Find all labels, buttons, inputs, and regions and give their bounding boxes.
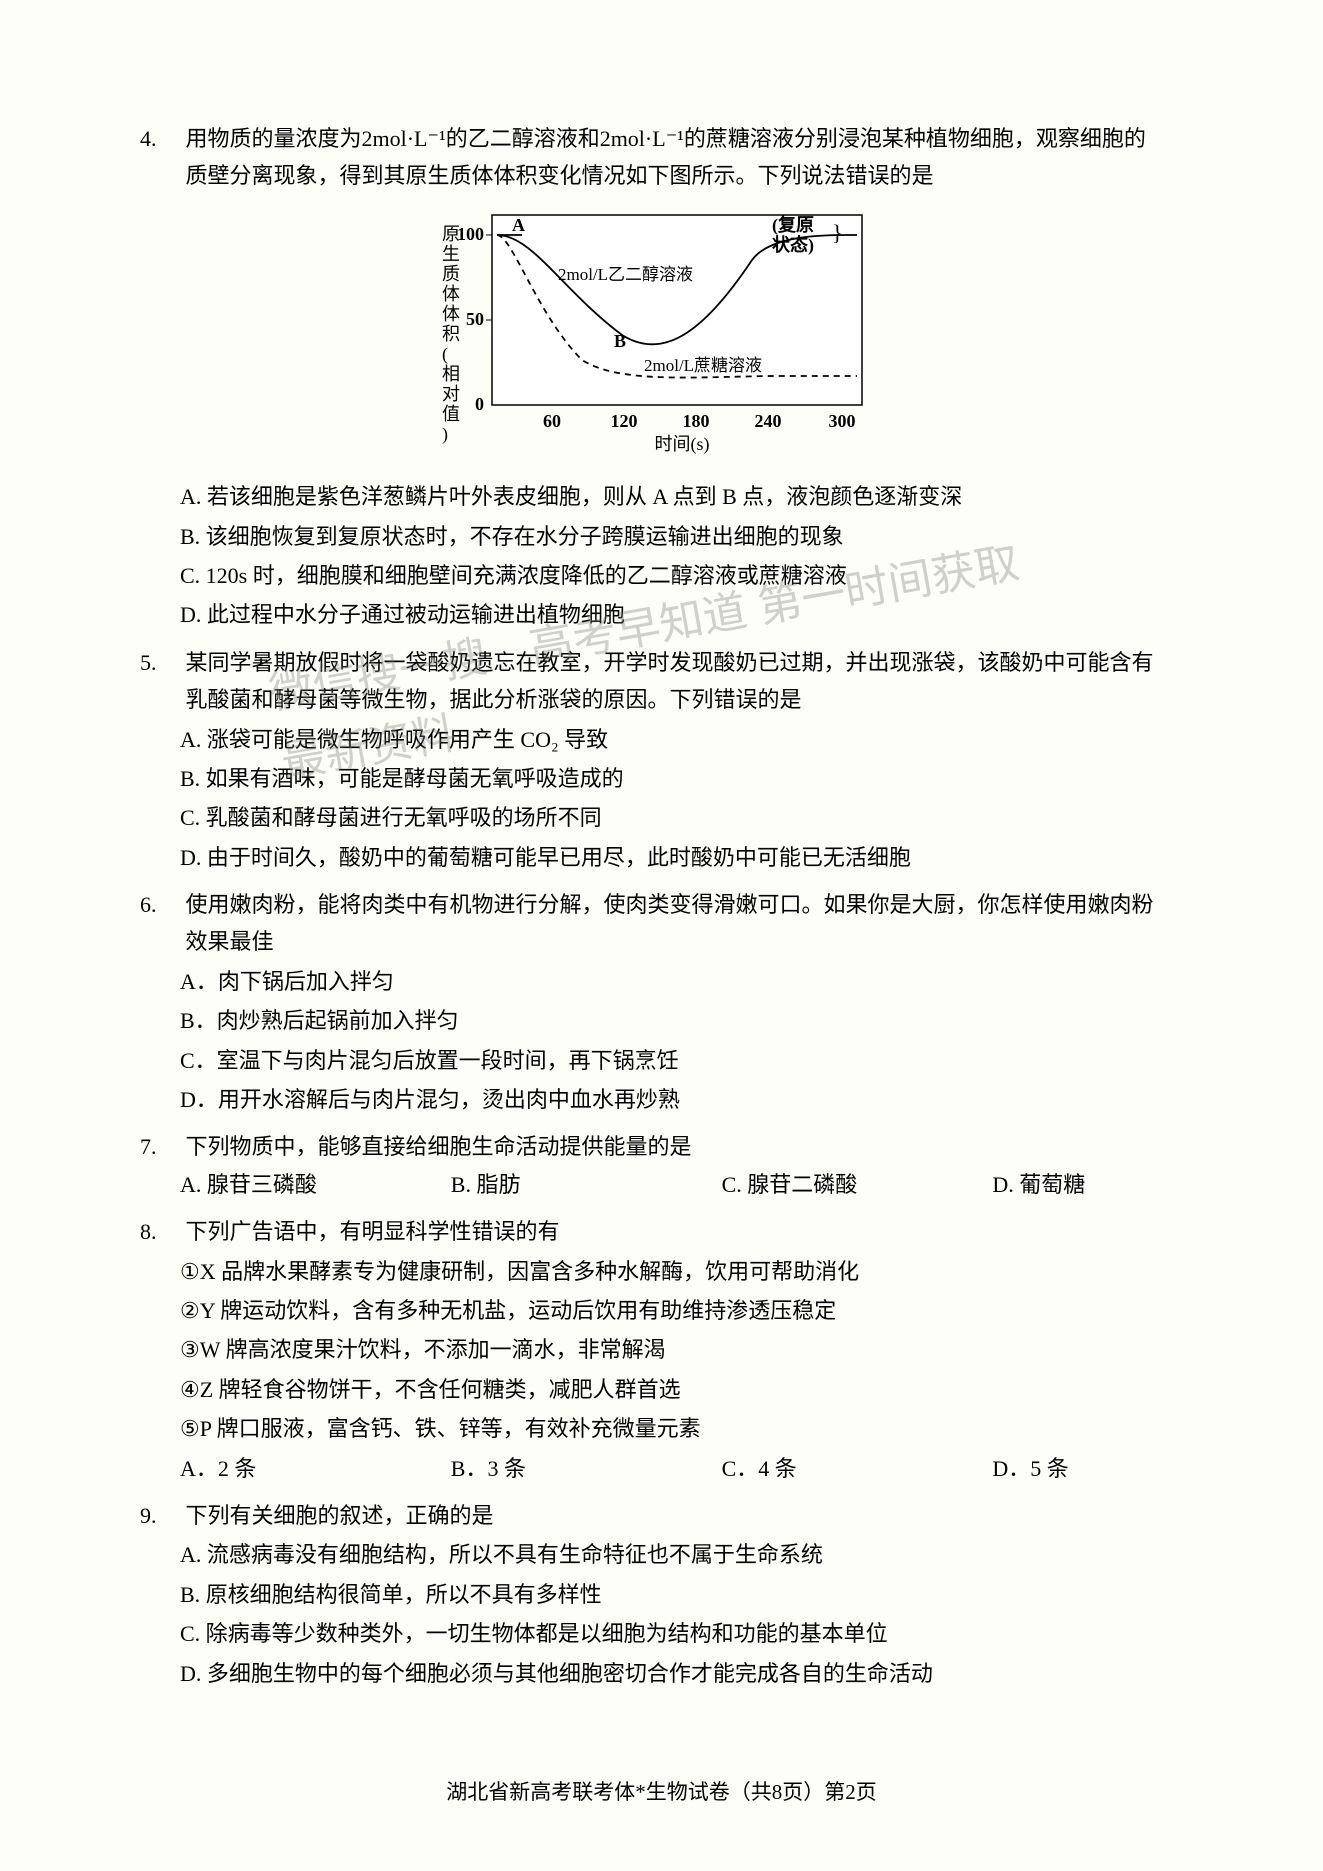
q4-options: A. 若该细胞是紫色洋葱鳞片叶外表皮细胞，则从 A 点到 B 点，液泡颜色逐渐变…: [140, 478, 1183, 634]
q8-opt-A: A．2 条: [180, 1450, 451, 1487]
q6-opt-B: B．肉炒熟后起锅前加入拌匀: [180, 1002, 1183, 1039]
xtick-120: 120: [610, 411, 637, 431]
q7-opt-B: B. 脂肪: [451, 1166, 722, 1203]
q4-opt-D: D. 此过程中水分子通过被动运输进出植物细胞: [180, 596, 1183, 633]
question-4: 4. 用物质的量浓度为2mol·L⁻¹的乙二醇溶液和2mol·L⁻¹的蔗糖溶液分…: [140, 120, 1183, 634]
q8-opt-D: D．5 条: [992, 1450, 1183, 1487]
y-axis-label: 原生质体体积(相对值): [442, 224, 460, 445]
q9-opt-C: C. 除病毒等少数种类外，一切生物体都是以细胞为结构和功能的基本单位: [180, 1615, 1183, 1652]
question-7: 7. 下列物质中，能够直接给细胞生命活动提供能量的是 A. 腺苷三磷酸 B. 脂…: [140, 1128, 1183, 1203]
q5-opt-B: B. 如果有酒味，可能是酵母菌无氧呼吸造成的: [180, 760, 1183, 797]
recover-label-l1: (复原: [772, 214, 814, 236]
q9-num: 9.: [140, 1497, 180, 1534]
q8-item-3: ③W 牌高浓度果汁饮料，不添加一滴水，非常解渴: [180, 1331, 1183, 1368]
q8-item-4: ④Z 牌轻食谷物饼干，不含任何糖类，减肥人群首选: [180, 1371, 1183, 1408]
q7-stem: 下列物质中，能够直接给细胞生命活动提供能量的是: [186, 1128, 1156, 1165]
q5-opt-D: D. 由于时间久，酸奶中的葡萄糖可能早已用尽，此时酸奶中可能已无活细胞: [180, 839, 1183, 876]
q4-chart: 原生质体体积(相对值) 0 50 100 60 120 180 240 300 …: [140, 205, 1183, 466]
q8-opt-B: B．3 条: [451, 1450, 722, 1487]
page-footer: 湖北省新高考联考体*生物试卷（共8页）第2页: [0, 1775, 1323, 1811]
brace-icon: }: [832, 220, 843, 245]
x-axis-label: 时间(s): [654, 434, 709, 455]
q7-opt-C: C. 腺苷二磷酸: [722, 1166, 993, 1203]
q9-opt-B: B. 原核细胞结构很简单，所以不具有多样性: [180, 1576, 1183, 1613]
q6-num: 6.: [140, 886, 180, 923]
q4-opt-B: B. 该细胞恢复到复原状态时，不存在水分子跨膜运输进出细胞的现象: [180, 518, 1183, 555]
xtick-240: 240: [754, 411, 781, 431]
curve2-label: 2mol/L蔗糖溶液: [644, 356, 762, 375]
ytick-50: 50: [466, 309, 484, 329]
q5-options: A. 涨袋可能是微生物呼吸作用产生 CO₂ 导致 B. 如果有酒味，可能是酵母菌…: [140, 721, 1183, 877]
q5-num: 5.: [140, 644, 180, 681]
point-B: B: [614, 331, 626, 351]
q7-opt-A: A. 腺苷三磷酸: [180, 1166, 451, 1203]
q9-stem: 下列有关细胞的叙述，正确的是: [186, 1497, 1156, 1534]
ytick-100: 100: [457, 224, 484, 244]
q9-opt-D: D. 多细胞生物中的每个细胞必须与其他细胞密切合作才能完成各自的生命活动: [180, 1655, 1183, 1692]
q8-opt-C: C．4 条: [722, 1450, 993, 1487]
point-A: A: [512, 215, 525, 235]
q6-opt-C: C．室温下与肉片混匀后放置一段时间，再下锅烹饪: [180, 1042, 1183, 1079]
curve1-label: 2mol/L乙二醇溶液: [558, 265, 693, 284]
q5-opt-C: C. 乳酸菌和酵母菌进行无氧呼吸的场所不同: [180, 799, 1183, 836]
q5-stem: 某同学暑期放假时将一袋酸奶遗忘在教室，开学时发现酸奶已过期，并出现涨袋，该酸奶中…: [186, 644, 1156, 719]
q6-opt-D: D．用开水溶解后与肉片混匀，烫出肉中血水再炒熟: [180, 1081, 1183, 1118]
q8-num: 8.: [140, 1213, 180, 1250]
ytick-0: 0: [475, 394, 484, 414]
q5-opt-A: A. 涨袋可能是微生物呼吸作用产生 CO₂ 导致: [180, 721, 1183, 758]
q4-num: 4.: [140, 120, 180, 157]
q4-opt-C: C. 120s 时，细胞膜和细胞壁间充满浓度降低的乙二醇溶液或蔗糖溶液: [180, 557, 1183, 594]
question-9: 9. 下列有关细胞的叙述，正确的是 A. 流感病毒没有细胞结构，所以不具有生命特…: [140, 1497, 1183, 1692]
q6-opt-A: A．肉下锅后加入拌匀: [180, 963, 1183, 1000]
q8-item-5: ⑤P 牌口服液，富含钙、铁、锌等，有效补充微量元素: [180, 1410, 1183, 1447]
q7-options: A. 腺苷三磷酸 B. 脂肪 C. 腺苷二磷酸 D. 葡萄糖: [140, 1166, 1183, 1203]
q8-item-1: ①X 品牌水果酵素专为健康研制，因富含多种水解酶，饮用可帮助消化: [180, 1253, 1183, 1290]
q4-opt-A: A. 若该细胞是紫色洋葱鳞片叶外表皮细胞，则从 A 点到 B 点，液泡颜色逐渐变…: [180, 478, 1183, 515]
q6-stem: 使用嫩肉粉，能将肉类中有机物进行分解，使肉类变得滑嫩可口。如果你是大厨，你怎样使…: [186, 886, 1156, 961]
question-6: 6. 使用嫩肉粉，能将肉类中有机物进行分解，使肉类变得滑嫩可口。如果你是大厨，你…: [140, 886, 1183, 1118]
q4-stem: 用物质的量浓度为2mol·L⁻¹的乙二醇溶液和2mol·L⁻¹的蔗糖溶液分别浸泡…: [186, 120, 1156, 195]
q8-item-2: ②Y 牌运动饮料，含有多种无机盐，运动后饮用有助维持渗透压稳定: [180, 1292, 1183, 1329]
xtick-60: 60: [543, 411, 561, 431]
protoplast-volume-chart: 原生质体体积(相对值) 0 50 100 60 120 180 240 300 …: [402, 205, 922, 455]
q7-num: 7.: [140, 1128, 180, 1165]
question-5: 5. 某同学暑期放假时将一袋酸奶遗忘在教室，开学时发现酸奶已过期，并出现涨袋，该…: [140, 644, 1183, 876]
q9-opt-A: A. 流感病毒没有细胞结构，所以不具有生命特征也不属于生命系统: [180, 1536, 1183, 1573]
q7-opt-D: D. 葡萄糖: [992, 1166, 1183, 1203]
xtick-300: 300: [828, 411, 855, 431]
q8-stem: 下列广告语中，有明显科学性错误的有: [186, 1213, 1156, 1250]
q8-items: ①X 品牌水果酵素专为健康研制，因富含多种水解酶，饮用可帮助消化 ②Y 牌运动饮…: [140, 1253, 1183, 1487]
question-8: 8. 下列广告语中，有明显科学性错误的有 ①X 品牌水果酵素专为健康研制，因富含…: [140, 1213, 1183, 1487]
q9-options: A. 流感病毒没有细胞结构，所以不具有生命特征也不属于生命系统 B. 原核细胞结…: [140, 1536, 1183, 1692]
q6-options: A．肉下锅后加入拌匀 B．肉炒熟后起锅前加入拌匀 C．室温下与肉片混匀后放置一段…: [140, 963, 1183, 1119]
xtick-180: 180: [682, 411, 709, 431]
